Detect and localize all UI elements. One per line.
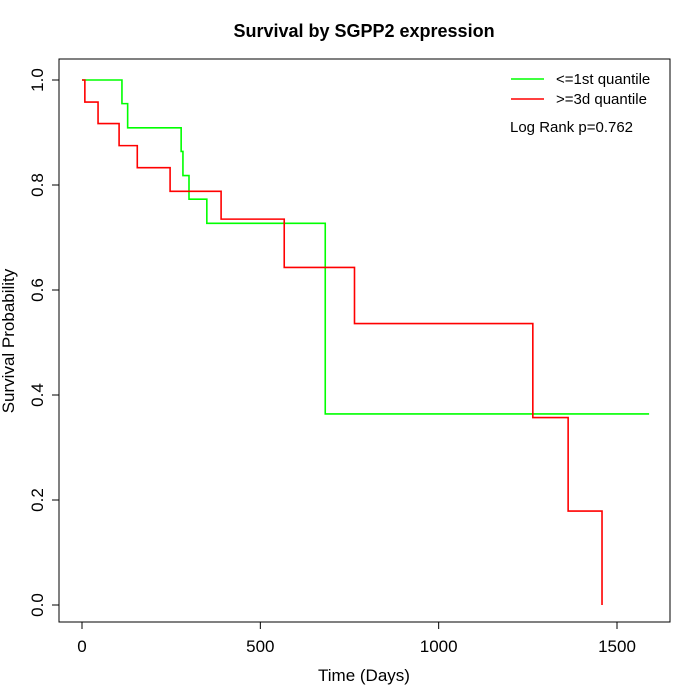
series-lines — [82, 79, 650, 605]
chart-title: Survival by SGPP2 expression — [233, 21, 494, 41]
y-tick-label: 0.6 — [28, 278, 47, 302]
series-line-low-quantile — [82, 79, 650, 415]
x-axis-label: Time (Days) — [318, 666, 410, 685]
x-tick-label: 1500 — [598, 637, 636, 656]
legend-label: >=3d quantile — [556, 91, 647, 108]
x-tick-label: 500 — [246, 637, 274, 656]
x-tick-label: 1000 — [420, 637, 458, 656]
y-tick-label: 0.2 — [28, 488, 47, 512]
y-axis: 0.0 0.2 0.4 0.6 0.8 1.0 — [28, 68, 60, 617]
y-tick-label: 0.0 — [28, 593, 47, 617]
y-tick-label: 1.0 — [28, 68, 47, 92]
x-axis: 0 500 1000 1500 — [77, 621, 636, 656]
y-tick-label: 0.8 — [28, 173, 47, 197]
series-line-high-quantile — [82, 79, 603, 605]
y-axis-label: Survival Probability — [0, 268, 18, 413]
legend-label: <=1st quantile — [556, 71, 650, 88]
legend: <=1st quantile >=3d quantile — [511, 71, 650, 108]
log-rank-annotation: Log Rank p=0.762 — [510, 119, 633, 136]
x-tick-label: 0 — [77, 637, 86, 656]
y-tick-label: 0.4 — [28, 383, 47, 407]
